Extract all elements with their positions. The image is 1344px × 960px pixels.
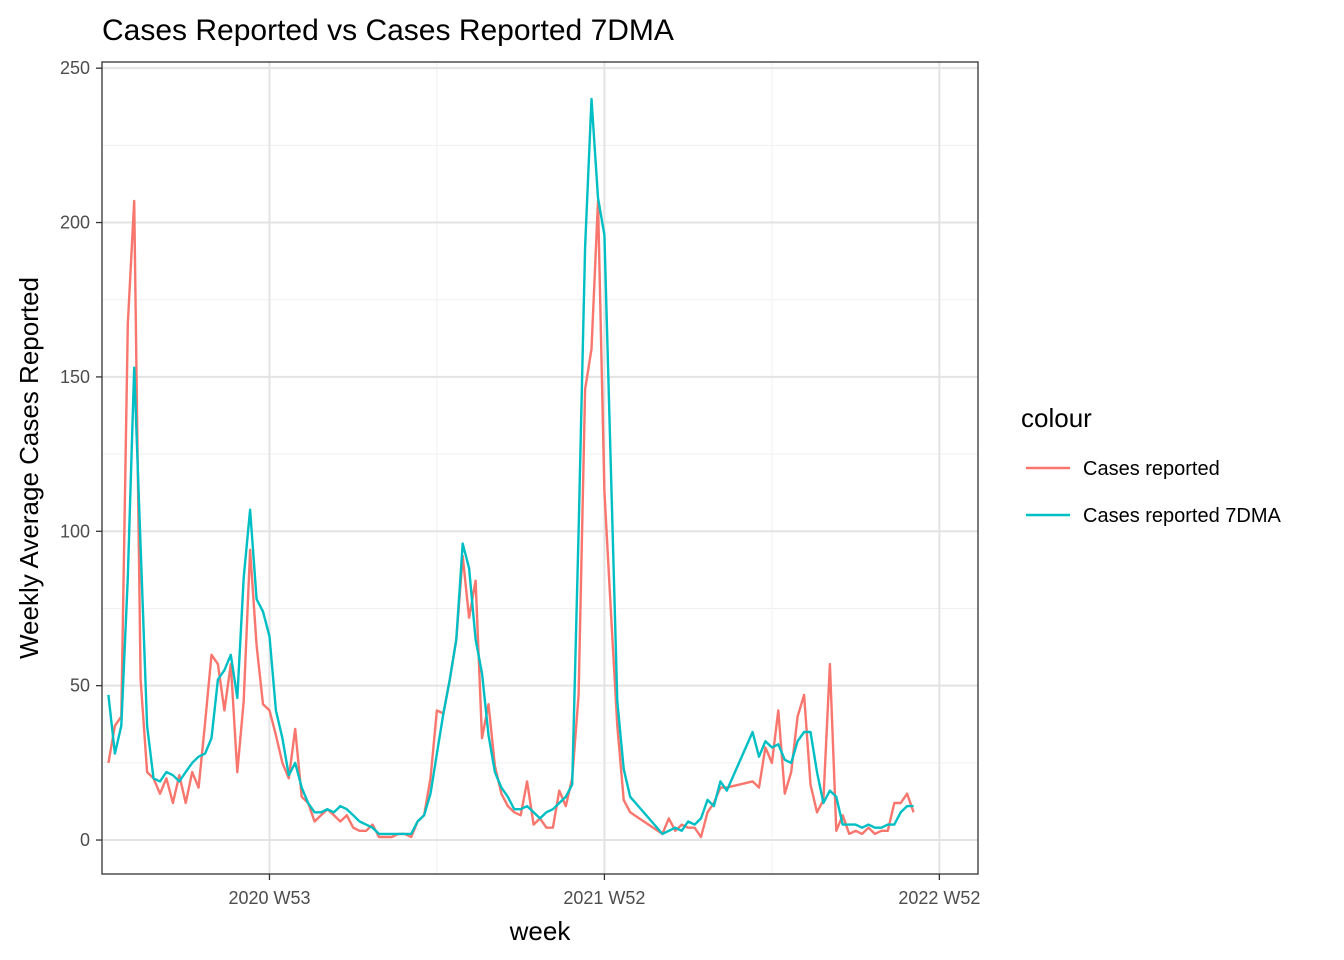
legend-title: colour <box>1021 403 1092 433</box>
series-layer <box>107 97 915 839</box>
chart-title: Cases Reported vs Cases Reported 7DMA <box>102 14 674 47</box>
y-tick-label: 250 <box>60 58 90 78</box>
x-axis: 2020 W53 2021 W52 2022 W52 <box>228 874 980 908</box>
y-tick-label: 100 <box>60 521 90 541</box>
y-tick-label: 150 <box>60 367 90 387</box>
y-axis-title: Weekly Average Cases Reported <box>14 277 44 659</box>
legend-items: Cases reported Cases reported 7DMA <box>1026 458 1282 527</box>
y-tick-label: 50 <box>70 676 90 696</box>
legend-label: Cases reported 7DMA <box>1083 505 1282 527</box>
x-tick-label: 2020 W53 <box>228 888 310 908</box>
x-tick-label: 2022 W52 <box>898 888 980 908</box>
series-line-cases-reported <box>107 199 915 839</box>
y-axis: 0 50 100 150 200 250 <box>60 58 102 850</box>
x-tick-label: 2021 W52 <box>563 888 645 908</box>
plot-panel <box>102 62 978 874</box>
x-axis-title: week <box>509 916 572 946</box>
legend-label: Cases reported <box>1083 458 1220 480</box>
y-tick-label: 0 <box>80 830 90 850</box>
major-gridlines <box>102 62 978 874</box>
plot-border <box>101 61 979 875</box>
y-tick-label: 200 <box>60 213 90 233</box>
series-line-cases-reported-7dma <box>107 97 914 836</box>
legend: colour Cases reported Cases reported 7DMA <box>1021 403 1282 527</box>
